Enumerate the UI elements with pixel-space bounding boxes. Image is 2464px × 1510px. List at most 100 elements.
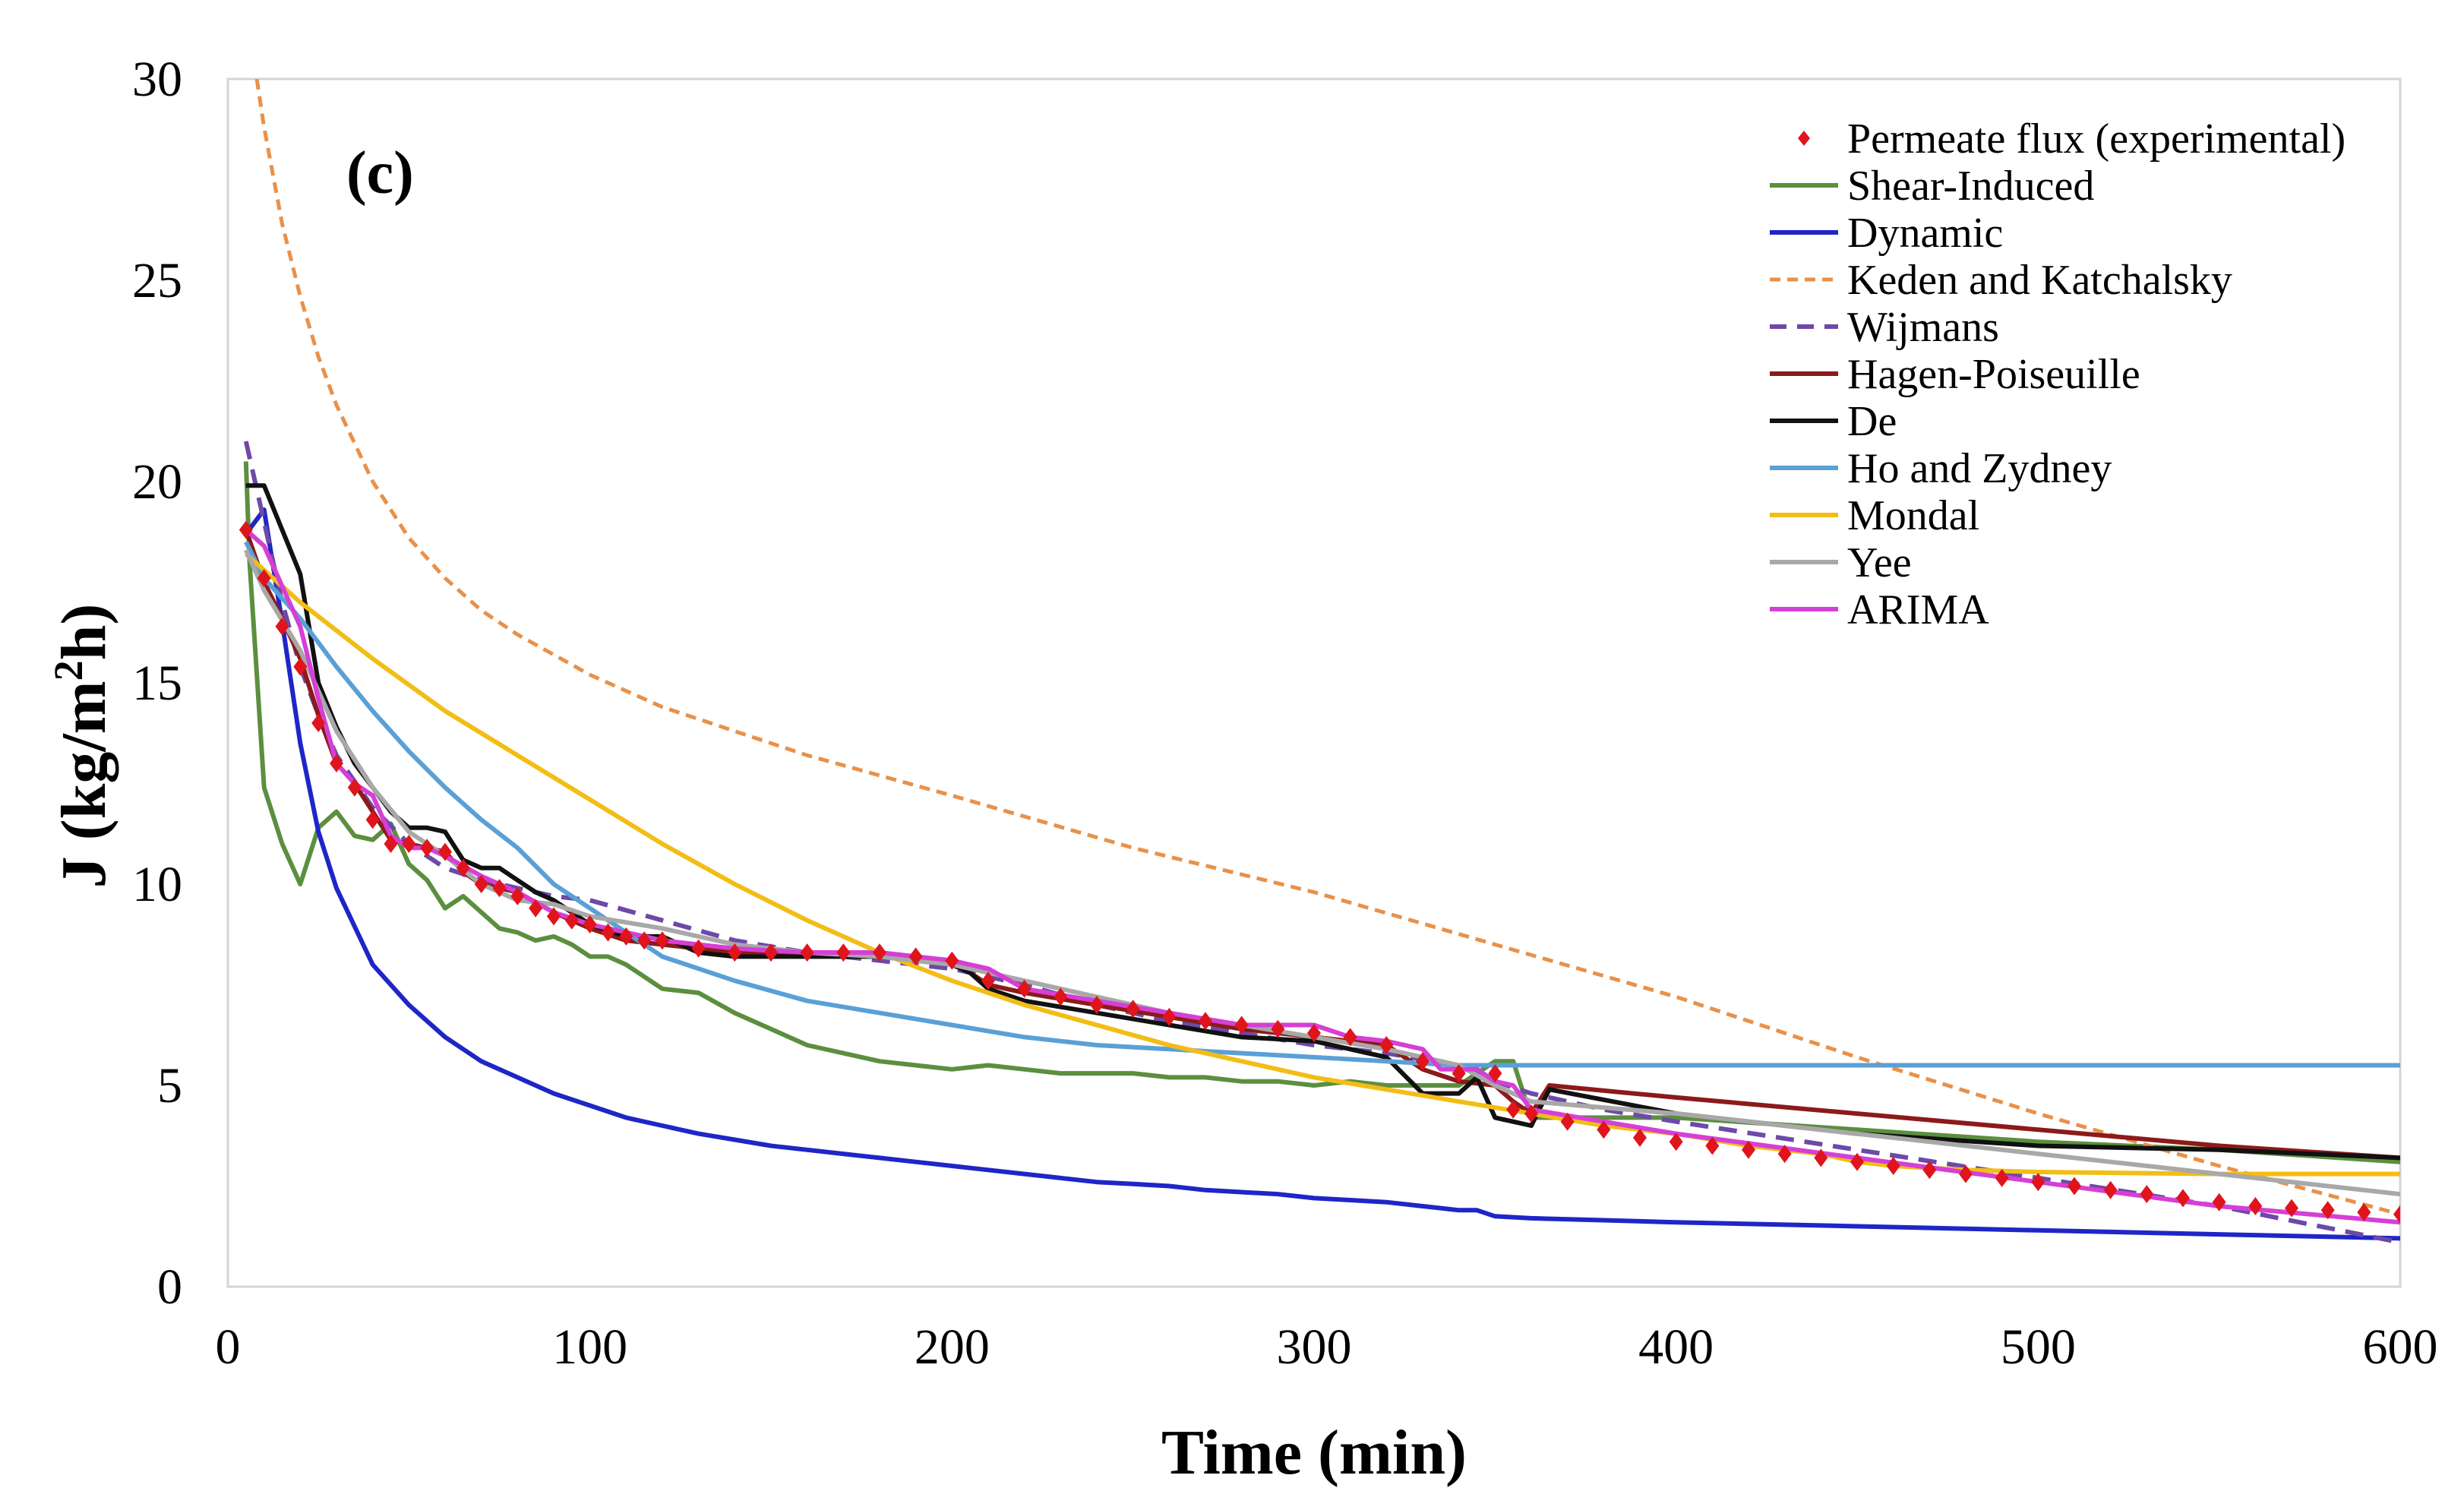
- data-point-permeate-flux-experimental: [2393, 1205, 2400, 1224]
- x-tick-label: 100: [552, 1319, 627, 1375]
- data-point-permeate-flux-experimental: [1742, 1140, 1755, 1159]
- data-point-permeate-flux-experimental: [402, 835, 416, 853]
- data-point-permeate-flux-experimental: [981, 971, 995, 990]
- series-line-shear-induced: [243, 461, 2400, 1164]
- data-point-permeate-flux-experimental: [945, 951, 959, 970]
- data-point-permeate-flux-experimental: [492, 879, 507, 898]
- data-point-permeate-flux-experimental: [1633, 1128, 1647, 1147]
- data-point-permeate-flux-experimental: [365, 810, 380, 829]
- data-point-permeate-flux-experimental: [1379, 1036, 1394, 1054]
- data-point-permeate-flux-experimental: [583, 915, 597, 933]
- legend-label-keden-and-katchalsky: Keden and Katchalsky: [1847, 257, 2232, 304]
- data-point-permeate-flux-experimental: [438, 842, 452, 861]
- x-tick-label: 600: [2363, 1319, 2438, 1375]
- data-point-permeate-flux-experimental: [1343, 1028, 1357, 1047]
- data-point-permeate-flux-experimental: [619, 927, 633, 946]
- data-point-permeate-flux-experimental: [1199, 1012, 1212, 1031]
- x-tick-label: 0: [216, 1319, 241, 1375]
- legend-label-mondal: Mondal: [1847, 492, 1979, 539]
- y-tick-label: 15: [132, 655, 182, 711]
- series-line-ho-and-zydney: [244, 541, 2400, 1068]
- legend-label-ho-and-zydney: Ho and Zydney: [1847, 445, 2112, 492]
- data-point-permeate-flux-experimental: [1669, 1132, 1683, 1151]
- data-point-permeate-flux-experimental: [2176, 1189, 2190, 1208]
- data-point-permeate-flux-experimental: [637, 931, 652, 950]
- legend-label-wijmans: Wijmans: [1847, 304, 1999, 351]
- data-point-permeate-flux-experimental: [1452, 1064, 1466, 1083]
- series-line-dynamic: [244, 507, 2400, 1241]
- data-point-permeate-flux-experimental: [1524, 1104, 1538, 1123]
- x-axis-title: Time (min): [1161, 1417, 1467, 1488]
- data-point-permeate-flux-experimental: [1234, 1016, 1249, 1035]
- data-point-permeate-flux-experimental: [1017, 979, 1031, 998]
- data-point-permeate-flux-experimental: [474, 875, 488, 893]
- data-point-permeate-flux-experimental: [347, 778, 362, 797]
- data-point-permeate-flux-experimental: [2320, 1201, 2335, 1220]
- x-tick-label: 500: [2001, 1319, 2076, 1375]
- data-point-permeate-flux-experimental: [311, 714, 326, 732]
- data-point-permeate-flux-experimental: [836, 943, 851, 962]
- data-point-permeate-flux-experimental: [275, 617, 289, 636]
- legend-label-de: De: [1847, 398, 1897, 445]
- data-point-permeate-flux-experimental: [564, 911, 579, 930]
- axes-layer: 0 100 200 300 400 500 600 0 5 10 15 20 25 30: [132, 52, 2438, 1375]
- data-point-permeate-flux-experimental: [1488, 1064, 1502, 1083]
- data-point-permeate-flux-experimental: [1506, 1100, 1521, 1119]
- data-point-permeate-flux-experimental: [529, 899, 543, 918]
- data-point-permeate-flux-experimental: [1850, 1152, 1864, 1171]
- data-point-permeate-flux-experimental: [420, 839, 434, 858]
- data-point-permeate-flux-experimental: [728, 943, 742, 962]
- data-point-permeate-flux-experimental: [655, 931, 669, 950]
- data-point-permeate-flux-experimental: [1597, 1120, 1611, 1139]
- data-point-permeate-flux-experimental: [239, 520, 253, 539]
- y-axis-title-main: J (kg/m: [49, 681, 119, 888]
- x-tick-label: 200: [915, 1319, 990, 1375]
- y-tick-label: 10: [132, 857, 182, 912]
- data-point-permeate-flux-experimental: [691, 939, 706, 958]
- data-point-permeate-flux-experimental: [1126, 1000, 1140, 1019]
- y-tick-label: 20: [132, 454, 182, 510]
- data-point-permeate-flux-experimental: [1416, 1052, 1429, 1071]
- data-point-permeate-flux-experimental: [1271, 1019, 1285, 1038]
- data-point-permeate-flux-experimental: [873, 943, 886, 962]
- panel-label: (c): [346, 140, 414, 207]
- legend-label-dynamic: Dynamic: [1847, 210, 2003, 257]
- data-point-permeate-flux-experimental: [293, 657, 308, 676]
- y-axis-title-tail: h): [49, 604, 119, 661]
- series-line-mondal: [244, 552, 2400, 1177]
- series-line-keden-and-katchalsky: [254, 79, 2400, 1217]
- data-point-permeate-flux-experimental: [1922, 1161, 1937, 1180]
- data-point-permeate-flux-experimental: [1777, 1145, 1792, 1164]
- data-point-permeate-flux-experimental: [601, 923, 615, 942]
- data-point-permeate-flux-experimental: [2248, 1197, 2263, 1215]
- data-point-permeate-flux-experimental: [384, 835, 398, 853]
- legend-label-permeate-flux-experimental: Permeate flux (experimental): [1847, 115, 2346, 163]
- data-point-permeate-flux-experimental: [257, 569, 271, 588]
- y-tick-label: 30: [132, 52, 182, 107]
- legend-label-arima: ARIMA: [1847, 586, 1989, 633]
- data-point-permeate-flux-experimental: [510, 886, 525, 905]
- legend-label-shear-induced: Shear-Induced: [1847, 163, 2094, 210]
- series-layer: [239, 79, 2400, 1245]
- data-point-permeate-flux-experimental: [1995, 1168, 2009, 1187]
- data-point-permeate-flux-experimental: [1959, 1164, 1973, 1183]
- data-point-permeate-flux-experimental: [547, 907, 561, 926]
- data-point-permeate-flux-experimental: [1307, 1024, 1321, 1043]
- data-point-permeate-flux-experimental: [2103, 1180, 2118, 1199]
- data-point-permeate-flux-experimental: [456, 858, 470, 877]
- data-point-permeate-flux-experimental: [1560, 1112, 1575, 1131]
- data-point-permeate-flux-experimental: [1705, 1136, 1720, 1155]
- data-point-permeate-flux-experimental: [1814, 1148, 1828, 1167]
- y-axis-title: J (kg/m2h): [46, 604, 119, 889]
- data-point-permeate-flux-experimental: [764, 943, 778, 962]
- y-tick-label: 25: [132, 253, 182, 308]
- plot-area: [226, 77, 2402, 1288]
- data-point-permeate-flux-experimental: [2212, 1193, 2226, 1211]
- y-tick-label: 0: [157, 1259, 182, 1315]
- x-tick-label: 400: [1638, 1319, 1714, 1375]
- legend: Permeate flux (experimental)Shear-Induce…: [1770, 115, 2346, 633]
- data-point-permeate-flux-experimental: [2140, 1185, 2154, 1204]
- data-point-permeate-flux-experimental: [2285, 1199, 2298, 1218]
